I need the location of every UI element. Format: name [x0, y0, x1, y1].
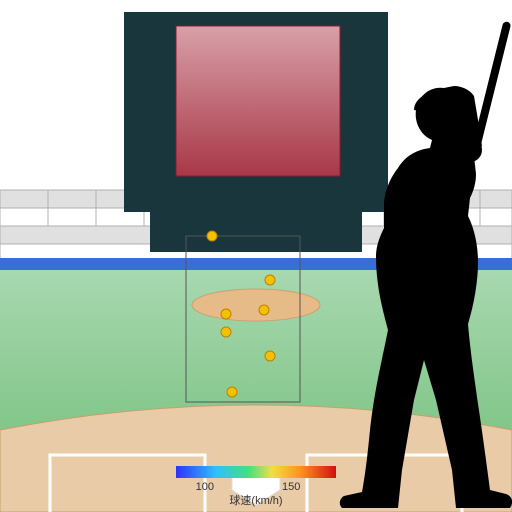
legend-label: 球速(km/h) — [229, 493, 282, 507]
pitch-marker — [221, 309, 231, 319]
pitch-marker — [259, 305, 269, 315]
pitch-location-chart: 100 150球速(km/h) — [0, 0, 512, 512]
pitch-marker — [207, 231, 217, 241]
pitchers-mound — [192, 289, 320, 321]
legend-tick: 100 — [196, 481, 214, 493]
pitch-marker — [227, 387, 237, 397]
scoreboard-screen — [176, 26, 340, 176]
pitch-marker — [265, 351, 275, 361]
scoreboard — [124, 12, 388, 252]
speed-gradient-bar — [176, 466, 336, 478]
legend-tick: 150 — [282, 481, 300, 493]
pitch-marker — [265, 275, 275, 285]
pitch-marker — [221, 327, 231, 337]
